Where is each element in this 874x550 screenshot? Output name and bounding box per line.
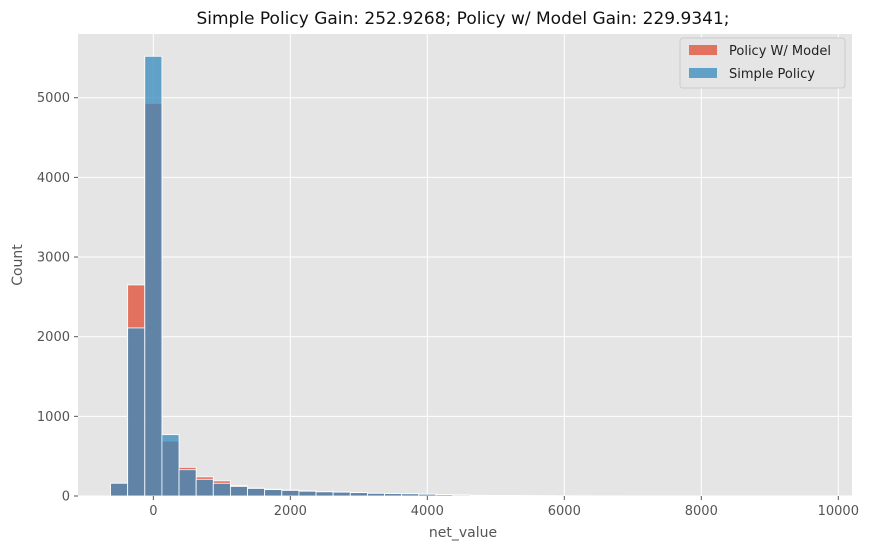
bar-simple-policy (195, 478, 214, 497)
y-tick-label: 2000 (37, 330, 70, 345)
bar-simple-policy (384, 493, 403, 497)
bar-simple-policy (144, 55, 163, 497)
legend-label-policy-w-model: Policy W/ Model (729, 44, 831, 59)
x-axis-label: net_value (429, 525, 497, 541)
bar-simple-policy (332, 491, 351, 497)
bar-simple-policy (178, 469, 197, 497)
bar-simple-policy (349, 492, 368, 497)
y-tick-label: 4000 (37, 171, 70, 186)
tick-labels: 0 2000 4000 6000 8000 10000 0 1000 2000 3000 4000 5… (37, 91, 859, 519)
bar-simple-policy (264, 489, 283, 497)
legend-swatch-policy-w-model (689, 45, 717, 55)
bar-simple-policy (212, 482, 231, 497)
bar-simple-policy (469, 494, 488, 497)
x-tick-label: 6000 (548, 504, 581, 519)
bar-simple-policy (418, 493, 437, 497)
legend: Policy W/ Model Simple Policy (679, 37, 846, 89)
bar-simple-policy (298, 490, 317, 497)
chart-title: Simple Policy Gain: 252.9268; Policy w/ … (196, 9, 729, 29)
bar-simple-policy (161, 434, 180, 497)
bar-simple-policy (230, 486, 248, 497)
legend-swatch-simple-policy (689, 68, 717, 78)
x-tick-label: 8000 (685, 504, 718, 519)
x-tick-label: 2000 (274, 504, 307, 519)
bar-simple-policy (401, 493, 420, 497)
bars (110, 55, 642, 497)
y-tick-label: 1000 (37, 410, 70, 425)
x-tick-label: 10000 (818, 504, 859, 519)
x-tick-label: 0 (149, 504, 157, 519)
legend-box (679, 37, 846, 89)
bar-simple-policy (435, 494, 454, 497)
y-tick-label: 0 (62, 490, 70, 505)
bar-simple-policy (281, 490, 300, 497)
x-tick-label: 4000 (411, 504, 444, 519)
y-tick-label: 5000 (37, 91, 70, 106)
y-tick-label: 3000 (37, 251, 70, 266)
legend-label-simple-policy: Simple Policy (729, 67, 815, 82)
bar-simple-policy (110, 482, 129, 497)
bar-simple-policy (452, 494, 471, 497)
bar-simple-policy (315, 491, 334, 497)
bar-simple-policy (127, 327, 146, 497)
bar-simple-policy (366, 492, 385, 497)
bar-simple-policy (247, 488, 266, 497)
plot-background (78, 34, 852, 496)
y-axis-label: Count (10, 244, 26, 286)
